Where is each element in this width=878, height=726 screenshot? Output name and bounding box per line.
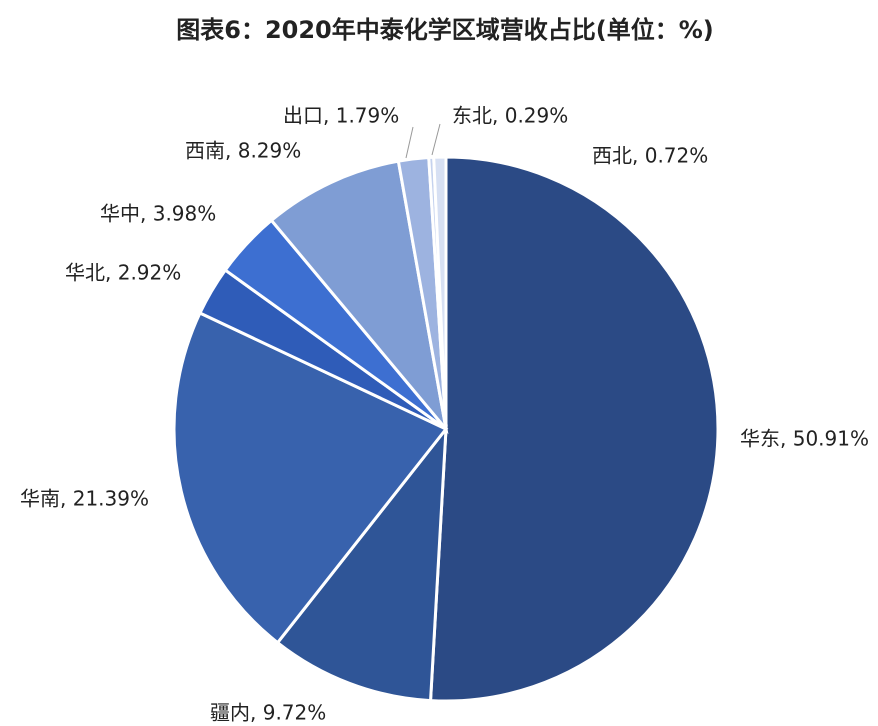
- data-label: 华南, 21.39%: [20, 487, 149, 511]
- data-label: 华东, 50.91%: [740, 427, 869, 451]
- data-label: 疆内, 9.72%: [210, 701, 326, 725]
- data-label: 华北, 2.92%: [65, 261, 181, 285]
- pie-slice: [432, 155, 448, 430]
- chart-title: 图表6：2020年中泰化学区域营收占比(单位：%): [176, 16, 713, 44]
- data-label: 华中, 3.98%: [100, 202, 216, 226]
- leader-line: [431, 123, 441, 156]
- pie-slice: [275, 424, 448, 703]
- data-label: 出口, 1.79%: [283, 104, 399, 128]
- pie-slice: [172, 311, 449, 645]
- data-label: 西北, 0.72%: [592, 144, 708, 168]
- data-label: 东北, 0.29%: [452, 104, 568, 128]
- data-label: 西南, 8.29%: [185, 139, 301, 163]
- leader-line: [405, 126, 414, 159]
- pie-slice: [269, 159, 449, 435]
- pie-slice: [428, 155, 720, 703]
